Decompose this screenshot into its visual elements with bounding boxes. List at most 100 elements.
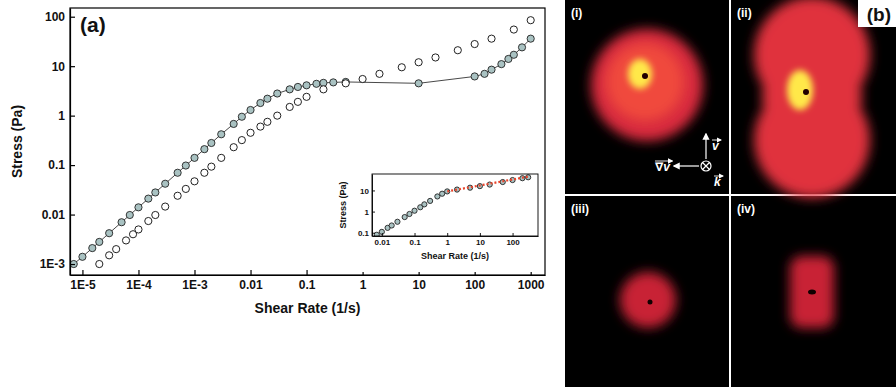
tick: 0.1 bbox=[409, 233, 421, 247]
y-axis: 0.1110 bbox=[358, 175, 375, 238]
y-axis-line bbox=[70, 9, 71, 276]
tick-label: 1000 bbox=[518, 278, 545, 292]
panel-letter: (a) bbox=[80, 13, 106, 36]
data-point bbox=[182, 185, 189, 192]
data-point bbox=[79, 253, 86, 260]
tick-label: 10 bbox=[360, 187, 369, 196]
data-point bbox=[374, 232, 379, 236]
data-point bbox=[412, 208, 417, 213]
tick-mark bbox=[138, 270, 139, 275]
x-axis: 0.01 0.1 1 10 100 bbox=[373, 233, 539, 247]
inset-background bbox=[333, 166, 543, 272]
data-point bbox=[126, 211, 133, 218]
data-point bbox=[359, 75, 366, 82]
beam-stop bbox=[808, 290, 816, 295]
tick-label: 0.01 bbox=[42, 208, 66, 222]
data-point bbox=[218, 154, 225, 161]
y-axis: 1E-30.010.1110100 bbox=[40, 9, 75, 276]
image-background bbox=[565, 0, 729, 194]
beam-stop bbox=[648, 300, 653, 305]
data-point bbox=[135, 226, 142, 233]
data-point bbox=[89, 244, 96, 251]
figure: 1E-51E-41E-30.010.111010010001E-30.010.1… bbox=[0, 0, 896, 387]
data-point bbox=[471, 40, 478, 47]
tick-label: 1 bbox=[365, 208, 370, 217]
tick: 1E-5 bbox=[70, 270, 96, 292]
data-point bbox=[488, 35, 495, 42]
panel-b: (i)(ii)(iii)(iv)(b)v∇vk bbox=[565, 0, 896, 387]
tick-mark bbox=[306, 270, 307, 275]
scatter-pattern bbox=[591, 29, 703, 141]
data-point bbox=[303, 93, 310, 100]
tick-mark bbox=[382, 233, 383, 236]
x-axis: 1E-51E-41E-30.010.11101001000 bbox=[70, 270, 545, 292]
data-point bbox=[106, 252, 113, 259]
series-markers bbox=[374, 175, 531, 236]
data-point bbox=[96, 238, 103, 245]
inset-chart: 0.010.11101000.1110Shear Rate (1/s)Stres… bbox=[333, 166, 543, 272]
data-point bbox=[264, 95, 271, 102]
data-point bbox=[518, 44, 525, 51]
data-point bbox=[422, 202, 427, 207]
tick: 1 bbox=[58, 109, 75, 123]
tick-label: 100 bbox=[506, 238, 520, 247]
data-point bbox=[330, 79, 337, 86]
tick-label: 10 bbox=[476, 238, 485, 247]
tick: 1 bbox=[445, 233, 450, 247]
tick-label: 0.01 bbox=[375, 238, 391, 247]
data-point bbox=[294, 83, 301, 90]
tick-mark bbox=[70, 66, 75, 67]
beam-stop bbox=[642, 73, 648, 79]
data-point bbox=[274, 90, 281, 97]
data-point bbox=[376, 70, 383, 77]
fit-line bbox=[447, 177, 528, 192]
data-point bbox=[398, 64, 405, 71]
data-point bbox=[174, 169, 181, 176]
tick-mark bbox=[372, 212, 375, 213]
data-point bbox=[471, 73, 478, 80]
data-point bbox=[313, 80, 320, 87]
tick: 0.1 bbox=[48, 158, 75, 172]
image-label: (ii) bbox=[737, 6, 752, 20]
data-point bbox=[238, 113, 245, 120]
data-point bbox=[182, 162, 189, 169]
data-point bbox=[208, 139, 215, 146]
data-point bbox=[440, 191, 445, 196]
main-chart: 1E-51E-41E-30.010.111010010001E-30.010.1… bbox=[9, 8, 546, 316]
tick: 10 bbox=[360, 187, 375, 196]
tick: 0.01 bbox=[375, 233, 391, 247]
direction-label: k bbox=[714, 175, 722, 189]
tick-mark bbox=[70, 165, 75, 166]
tick: 10 bbox=[412, 270, 426, 292]
data-point bbox=[247, 129, 254, 136]
tick-mark bbox=[70, 214, 75, 215]
tick: 1E-4 bbox=[126, 270, 152, 292]
data-point bbox=[257, 99, 264, 106]
tick-label: 0.1 bbox=[48, 158, 65, 172]
tick: 0.01 bbox=[42, 208, 75, 222]
vector-arrow bbox=[655, 161, 672, 162]
data-point bbox=[191, 154, 198, 161]
tick: 100 bbox=[45, 10, 75, 24]
scatter-pattern bbox=[790, 256, 834, 328]
tick-label: 1 bbox=[445, 238, 450, 247]
image-background bbox=[565, 196, 729, 387]
tick-mark bbox=[250, 270, 251, 275]
letter-background bbox=[858, 0, 896, 27]
vorticity-symbol bbox=[703, 163, 710, 170]
data-point bbox=[527, 35, 534, 42]
scatter-core bbox=[787, 70, 813, 110]
tick-label: 1E-4 bbox=[126, 278, 152, 292]
plot-frame bbox=[70, 8, 545, 275]
tick-label: 0.01 bbox=[239, 278, 263, 292]
direction-label: ∇v bbox=[655, 160, 671, 174]
data-point bbox=[274, 112, 281, 119]
data-point bbox=[135, 204, 142, 211]
data-point bbox=[395, 219, 400, 224]
data-point bbox=[303, 82, 310, 89]
tick-label: 10 bbox=[52, 60, 66, 74]
scatter-core bbox=[628, 59, 652, 89]
data-point bbox=[70, 260, 77, 267]
data-point bbox=[488, 66, 495, 73]
y-axis-title: Stress (Pa) bbox=[9, 105, 25, 178]
